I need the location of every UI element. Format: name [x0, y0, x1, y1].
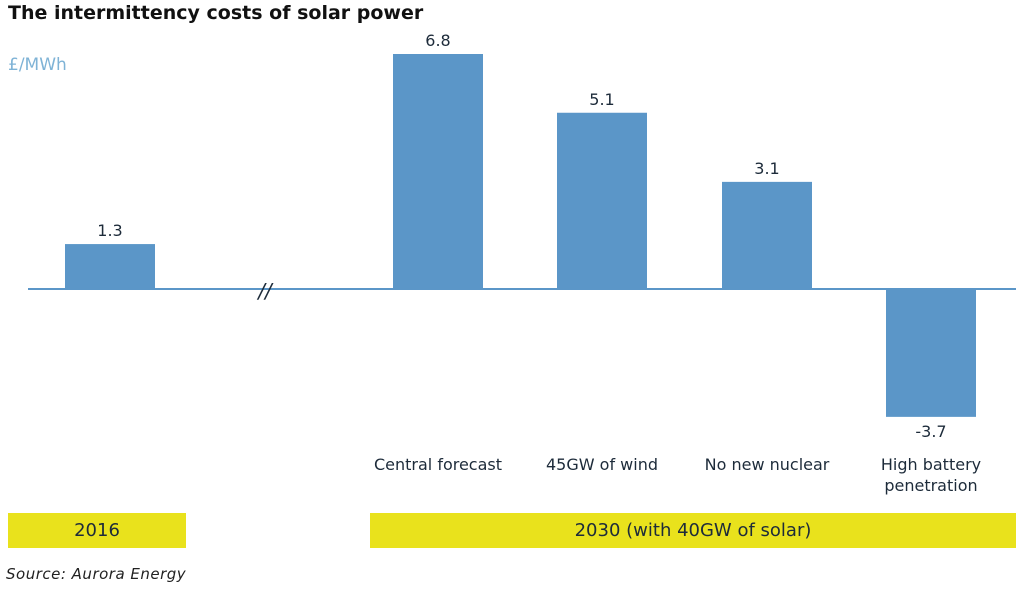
value-label-high-battery-penetration: -3.7: [915, 422, 946, 441]
y-axis-unit-label: £/MWh: [8, 55, 67, 75]
category-label-no-new-nuclear: No new nuclear: [705, 455, 830, 474]
value-label-central-forecast: 6.8: [425, 31, 450, 50]
axis-break-marker: //: [256, 279, 274, 303]
bar-45gw-of-wind: [557, 112, 647, 289]
bars-layer: 1.3 6.8 Central forecast 5.1 45GW of wind 3.1…: [65, 31, 981, 495]
bar-high-battery-penetration: [886, 289, 976, 417]
period-band-2030-label: 2030 (with 40GW of solar): [574, 520, 812, 541]
category-label-45gw-of-wind: 45GW of wind: [546, 455, 658, 474]
bar-baseline-2016: [65, 244, 155, 289]
bar-central-forecast: [393, 54, 483, 289]
category-label-central-forecast: Central forecast: [374, 455, 502, 474]
value-label-45gw-of-wind: 5.1: [589, 90, 614, 109]
bar-chart: // 1.3 6.8 Central forecast 5.1 45GW of wind…: [28, 31, 1016, 495]
source-note: Source: Aurora Energy: [6, 565, 187, 583]
value-label-no-new-nuclear: 3.1: [754, 159, 779, 178]
category-label-high-battery-penetration: High battery penetration: [881, 455, 981, 495]
chart-title: The intermittency costs of solar power: [8, 2, 424, 24]
period-band-2016: 2016: [8, 513, 186, 548]
value-label-baseline-2016: 1.3: [97, 221, 122, 240]
bar-no-new-nuclear: [722, 181, 812, 289]
period-band-2016-label: 2016: [74, 520, 120, 541]
period-band-2030: 2030 (with 40GW of solar): [370, 513, 1016, 548]
